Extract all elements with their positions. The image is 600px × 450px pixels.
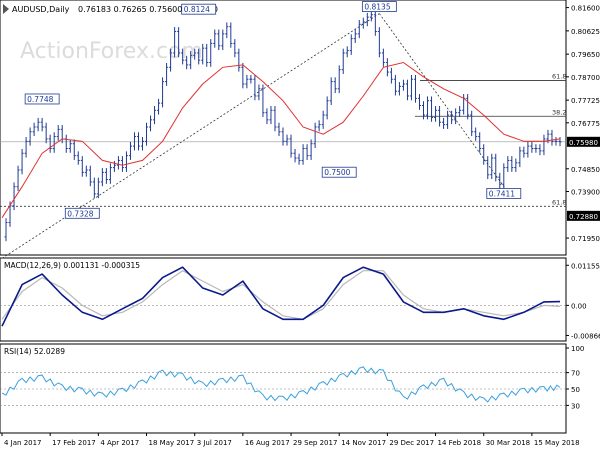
x-tick-label: 14 Feb 2018 [438,439,482,447]
macd-panel-frame [0,257,567,342]
macd-tick-label: 0.00 [571,302,587,310]
price-tick-label: 0.75980 [569,139,598,147]
price-panel-frame [0,0,567,256]
price-annotation: 0.7748 [27,95,53,104]
macd-title: MACD(12,26,9) 0.001131 -0.000315 [4,261,140,270]
rsi-tick-label: 70 [571,370,580,378]
rsi-title: RSI(14) 52.0289 [4,347,65,356]
chart-header: AUDUSD,Daily 0.76183 0.76265 0.75600 0.7… [3,4,218,14]
fib-level-label: 38.2 [552,108,566,116]
x-tick-label: 4 Jan 2017 [4,439,42,447]
price-tick-label: 0.73900 [571,188,600,196]
macd-tick-label: -0.008664 [571,332,600,340]
price-annotation-box [24,93,60,105]
x-tick-label: 14 Nov 2017 [341,439,386,447]
x-axis: 4 Jan 2017 17 Feb 2017 4 Apr 2017 18 May 20… [1,433,580,447]
price-tick-label: 0.72880 [569,213,598,221]
rsi-tick-label: 30 [571,402,580,410]
price-annotation-box [181,3,217,15]
watermark: ActionForex.com [20,39,203,64]
price-tick-label: 0.77725 [571,97,600,105]
fib-level-label: 61.8 [552,72,566,80]
price-tick-label: 0.79650 [571,51,600,59]
macd-plot [0,266,566,327]
macd-tick-label: 0.011554 [571,262,600,270]
symbol-label: AUDUSD,Daily [12,5,70,14]
rsi-plot [0,366,566,406]
x-tick-label: 3 Jul 2017 [197,439,232,447]
x-tick-label: 18 May 2017 [149,439,195,447]
x-tick-label: 17 Feb 2017 [52,439,96,447]
moving-average-line [1,61,561,219]
x-tick-label: 4 Apr 2017 [100,439,139,447]
price-plot: 61.8 38.2 61.8 0.7748 0.7328 0.8124 0.7500 0.81… [0,1,566,259]
price-tick-label: 0.74850 [571,166,600,174]
rsi-y-axis: 100 70 50 30 [566,345,584,410]
x-tick-label: 16 Aug 2017 [245,439,290,447]
rsi-tick-label: 100 [571,345,584,353]
macd-line [1,266,561,327]
price-annotation: 0.8124 [184,5,210,14]
fib-level-label: 61.8 [552,198,566,206]
price-tick-label: 0.76775 [571,120,600,128]
price-annotation-box [64,207,100,219]
price-annotation: 0.7411 [489,189,515,198]
play-icon [3,4,9,14]
price-tag-bg [567,136,600,147]
trend-line [1,13,380,259]
price-annotation: 0.7328 [67,209,93,218]
price-tag-bg [567,210,600,221]
price-tick-label: 0.78700 [571,74,600,82]
x-tick-label: 30 Mar 2018 [486,439,530,447]
price-annotation-box [486,188,522,199]
price-tick-label: 0.80625 [571,28,600,36]
price-annotation-box [361,1,397,12]
x-tick-label: 15 May 2018 [534,439,580,447]
price-annotation-box [321,166,357,178]
x-tick-label: 29 Sep 2017 [293,439,337,447]
rsi-line [1,366,561,403]
trend-line [379,13,511,196]
ohlc-values: 0.76183 0.76265 0.75600 0.75980 [78,5,218,14]
rsi-panel-frame [0,343,567,434]
price-annotation: 0.8135 [364,3,390,12]
price-tick-label: 0.81600 [571,5,600,13]
price-tick-label: 0.71950 [571,235,600,243]
x-tick-label: 29 Dec 2017 [389,439,434,447]
macd-y-axis: 0.011554 0.00 -0.008664 [566,262,600,340]
macd-signal-line [1,270,561,320]
price-y-axis: 0.81600 0.80625 0.79650 0.78700 0.77725 0.767… [566,5,600,243]
rsi-tick-label: 50 [571,386,580,394]
price-annotation: 0.7500 [324,168,350,177]
